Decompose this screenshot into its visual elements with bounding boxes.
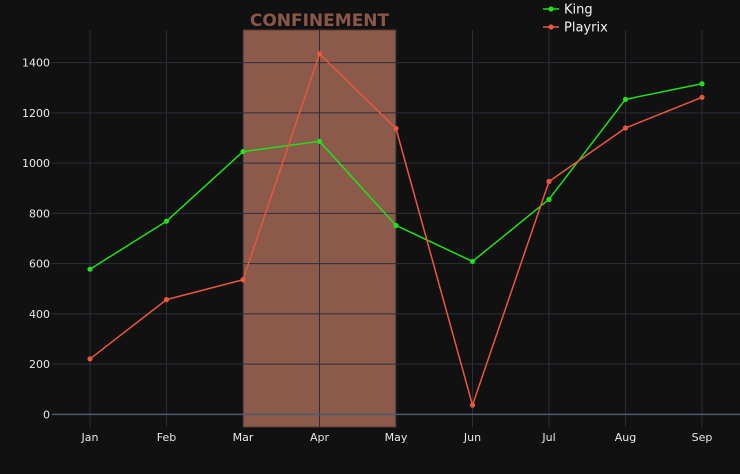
legend-marker: [548, 6, 554, 12]
grid-layer: [52, 30, 740, 427]
x-tick-label: Feb: [157, 431, 176, 444]
data-point-king[interactable]: [622, 96, 629, 102]
data-point-king[interactable]: [240, 149, 246, 155]
data-point-playrix[interactable]: [163, 297, 170, 303]
data-point-king[interactable]: [163, 218, 170, 224]
x-tick-label: Aug: [615, 431, 636, 444]
data-point-king[interactable]: [699, 81, 705, 87]
legend-item-playrix[interactable]: Playrix: [543, 21, 608, 36]
confinement-label: CONFINEMENT: [250, 11, 390, 31]
x-tick-label: Apr: [310, 431, 330, 444]
series-layer: [87, 51, 705, 408]
y-tick-label: 0: [43, 408, 50, 421]
legend-marker: [548, 24, 554, 30]
y-tick-label: 1000: [22, 157, 50, 170]
data-point-playrix[interactable]: [469, 402, 476, 408]
data-point-playrix[interactable]: [87, 356, 93, 362]
y-tick-label: 200: [29, 358, 50, 371]
x-tick-label: May: [385, 431, 408, 444]
data-point-king[interactable]: [546, 196, 552, 202]
x-tick-label: Jul: [541, 431, 555, 444]
y-tick-label: 800: [29, 207, 50, 220]
data-point-playrix[interactable]: [546, 178, 552, 185]
data-point-playrix[interactable]: [622, 125, 629, 131]
x-tick-label: Jan: [81, 431, 99, 444]
x-tick-label: Mar: [233, 431, 254, 444]
data-point-playrix[interactable]: [316, 51, 323, 57]
data-point-playrix[interactable]: [240, 277, 246, 283]
legend-item-king[interactable]: King: [543, 3, 593, 18]
y-tick-label: 600: [29, 258, 50, 271]
data-point-king[interactable]: [87, 266, 93, 272]
legend-label: Playrix: [564, 21, 608, 36]
data-point-king[interactable]: [393, 222, 399, 229]
x-tick-label: Sep: [692, 431, 713, 444]
legend-label: King: [564, 3, 593, 18]
y-tick-label: 1200: [22, 107, 50, 120]
x-tick-label: Jun: [463, 431, 481, 444]
data-point-playrix[interactable]: [393, 125, 399, 132]
legend: King Playrix: [543, 3, 608, 36]
data-point-king[interactable]: [316, 138, 323, 144]
annotation-layer: CONFINEMENT: [250, 11, 390, 31]
data-point-playrix[interactable]: [699, 94, 705, 100]
y-tick-label: 1400: [22, 57, 50, 70]
axis-labels-layer: 0 200 400 600 800 1000 1200 1400 Jan Feb Mar Apr May…: [22, 57, 712, 444]
y-tick-label: 400: [29, 308, 50, 321]
data-point-king[interactable]: [469, 258, 476, 265]
